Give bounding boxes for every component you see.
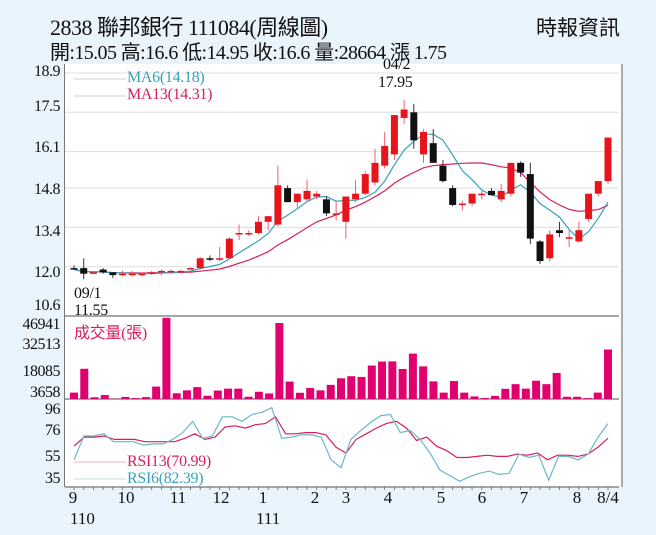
rsi-tick: 55 <box>45 448 61 465</box>
volume-tick: 46941 <box>22 316 61 333</box>
x-tick: 8/4 <box>597 488 619 507</box>
x-tick: 12 <box>212 488 230 507</box>
x-year-label: 111 <box>256 509 281 528</box>
annotation-high-date: 04/2 <box>383 56 411 73</box>
volume-tick: 3658 <box>30 384 61 401</box>
volume-tick: 32513 <box>22 336 61 353</box>
x-tick: 2 <box>310 488 320 507</box>
price-tick: 16.1 <box>34 139 61 156</box>
annotation-high-value: 17.95 <box>378 74 413 91</box>
price-tick: 18.9 <box>34 63 61 80</box>
x-tick: 9 <box>68 488 78 507</box>
rsi-tick: 96 <box>45 401 61 418</box>
x-tick: 8 <box>572 488 582 507</box>
rsi-tick: 35 <box>45 470 61 487</box>
x-tick: 4 <box>383 488 393 507</box>
annotation-low-date: 09/1 <box>74 285 102 302</box>
x-tick: 5 <box>436 488 446 507</box>
source-label: 時報資訊 <box>536 16 620 40</box>
legend-rsi6: RSI6(82.39) <box>127 470 204 487</box>
annotation-low-value: 11.55 <box>74 302 108 319</box>
x-tick: 10 <box>117 488 135 507</box>
legend-ma6: MA6(14.18) <box>127 69 205 86</box>
chart-plot-area <box>64 64 623 487</box>
legend-volume: 成交量(張) <box>74 325 147 342</box>
price-tick: 13.4 <box>34 223 61 240</box>
chart-header-title: 2838 聯邦銀行 111084(周線圖) <box>50 15 328 40</box>
price-tick: 10.6 <box>34 297 61 314</box>
x-tick: 11 <box>169 488 187 507</box>
rsi-tick: 76 <box>45 422 61 439</box>
x-tick: 6 <box>477 488 487 507</box>
chart-header-ohlc: 開:15.05 高:16.6 低:14.95 收:16.6 量:28664 漲 … <box>50 42 447 64</box>
price-tick: 17.5 <box>34 98 61 115</box>
x-tick: 1 <box>258 488 268 507</box>
price-tick: 14.8 <box>34 181 61 198</box>
x-tick: 7 <box>519 488 529 507</box>
legend-ma13: MA13(14.31) <box>127 86 213 103</box>
volume-tick: 18085 <box>22 363 61 380</box>
x-year-label: 110 <box>70 509 95 528</box>
legend-rsi13: RSI13(70.99) <box>127 453 211 470</box>
x-tick: 3 <box>341 488 351 507</box>
price-tick: 12.0 <box>34 264 61 281</box>
